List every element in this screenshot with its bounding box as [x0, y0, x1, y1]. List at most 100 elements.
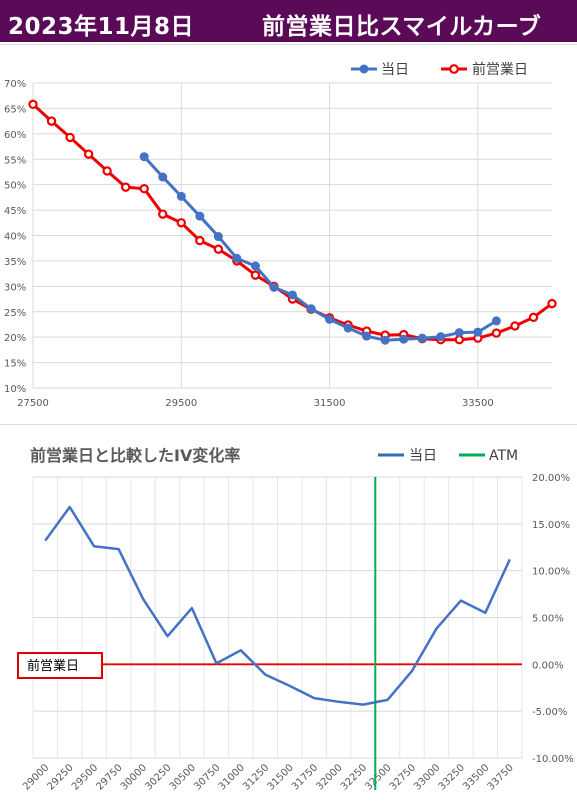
data-point-today [288, 290, 297, 300]
y-tick-label: 20.00% [532, 473, 570, 484]
data-point-today [195, 211, 205, 221]
header-date: 2023年11月8日 [8, 14, 195, 40]
data-point-prev [28, 99, 38, 110]
reference-label-box: 前営業日 [17, 652, 103, 679]
data-point-prev [102, 166, 112, 176]
grid [32, 476, 523, 759]
x-tick-label: 33250 [437, 762, 467, 792]
data-point-today [250, 261, 260, 271]
legend: 当日 ATM [378, 448, 518, 464]
legend-label-atm: ATM [489, 448, 518, 464]
data-point-today [139, 152, 149, 162]
data-point-today [473, 327, 483, 337]
data-point-prev [547, 298, 557, 309]
data-point-today [343, 323, 353, 333]
series-layer [44, 477, 522, 790]
y-tick-label: -10.00% [532, 754, 574, 765]
data-point-prev [510, 321, 520, 331]
data-point-prev [120, 182, 131, 192]
x-tick-label: 29500 [165, 398, 197, 409]
y-tick-label: 30% [4, 282, 26, 293]
data-point-prev [158, 209, 168, 219]
x-tick-label: 33000 [412, 762, 442, 792]
data-point-prev [491, 328, 502, 338]
x-tick-label: 27500 [17, 398, 49, 409]
x-tick-label: 31250 [241, 762, 271, 792]
x-tick-label: 30000 [119, 762, 149, 792]
x-tick-label: 32500 [363, 762, 393, 792]
y-tick-label: 0.00% [532, 660, 564, 671]
reference-box [17, 652, 103, 679]
y-tick-label: 50% [4, 181, 26, 192]
smile-curve-chart: 10%15%20%25%30%35%40%45%50%55%60%65%70% … [4, 61, 557, 409]
y-tick-label: 70% [4, 79, 26, 90]
series-line-today [44, 505, 511, 706]
legend-label-prev: 前営業日 [472, 61, 528, 78]
data-point-today [176, 191, 186, 201]
y-tick-label: -5.00% [532, 707, 567, 718]
data-point-prev [528, 312, 539, 323]
x-tick-label: 30500 [168, 762, 198, 792]
data-point-today [454, 328, 464, 338]
data-point-today [325, 314, 335, 324]
y-tick-label: 10% [4, 384, 26, 395]
x-tick-label: 29250 [46, 762, 76, 792]
data-point-prev [176, 218, 186, 228]
x-tick-label: 30250 [143, 762, 173, 792]
iv-change-chart: 前営業日と比較したIV変化率 当日 ATM 20.00% 15.00% 10.00%… [17, 446, 574, 793]
data-point-today [436, 332, 446, 342]
data-point-today [213, 232, 223, 242]
x-tick-label: 31500 [314, 398, 346, 409]
iv-change-chart-panel: 前営業日と比較したIV変化率 当日 ATM 20.00% 15.00% 10.00%… [0, 424, 577, 803]
series-line-prev [31, 103, 553, 342]
x-tick-label: 29500 [70, 762, 100, 792]
y-tick-label: 10.00% [532, 567, 570, 578]
data-point-prev [139, 184, 149, 194]
x-tick-label: 33750 [486, 762, 516, 792]
x-axis-ticks: 27500 29500 31500 33500 [17, 398, 494, 409]
y-tick-label: 5.00% [532, 614, 564, 625]
legend-marker-today [359, 64, 369, 74]
chart-title: 前営業日と比較したIV変化率 [30, 446, 240, 465]
data-point-today [269, 282, 279, 292]
data-point-prev [213, 244, 224, 254]
header-title: 前営業日比スマイルカーブ [262, 14, 542, 40]
data-point-prev [250, 270, 261, 280]
x-tick-label: 30750 [192, 762, 222, 792]
legend-label-today: 当日 [409, 448, 437, 464]
x-tick-label: 33500 [461, 762, 491, 792]
y-tick-label: 60% [4, 130, 26, 141]
x-tick-label: 31750 [290, 762, 320, 792]
series-layer [28, 99, 557, 345]
data-point-today [417, 333, 427, 343]
data-point-prev [83, 149, 94, 159]
data-point-today [362, 331, 372, 341]
y-tick-label: 55% [4, 155, 26, 166]
y-tick-label: 25% [4, 308, 26, 319]
y-axis-ticks: 20.00% 15.00% 10.00% 5.00% 0.00% -5.00% -10.00… [532, 473, 574, 765]
y-tick-label: 15% [4, 359, 26, 370]
data-point-prev [195, 235, 205, 246]
x-tick-label: 33500 [462, 398, 494, 409]
y-tick-label: 65% [4, 104, 26, 115]
x-tick-label: 32250 [339, 762, 369, 792]
y-tick-label: 35% [4, 257, 26, 268]
x-tick-label: 31500 [266, 762, 296, 792]
x-tick-label: 31000 [217, 762, 247, 792]
data-point-prev [46, 116, 57, 126]
y-tick-label: 40% [4, 232, 26, 243]
x-tick-label: 32000 [314, 762, 344, 792]
legend: 当日 前営業日 [351, 61, 528, 78]
data-point-today [158, 172, 168, 182]
x-tick-label: 29000 [21, 762, 51, 792]
y-tick-label: 20% [4, 333, 26, 344]
legend-marker-prev [449, 64, 459, 74]
data-point-today [399, 334, 409, 344]
grid [32, 82, 552, 389]
data-point-today [232, 253, 242, 263]
legend-label-today: 当日 [381, 62, 409, 78]
x-tick-label: 29750 [94, 762, 124, 792]
smile-curve-chart-panel: 10% 15% 20% 25% 30% 35% 40% 45% 50% 55% 60% 65% 70% … [0, 44, 577, 423]
data-point-today [491, 316, 501, 326]
data-point-today [306, 304, 316, 314]
